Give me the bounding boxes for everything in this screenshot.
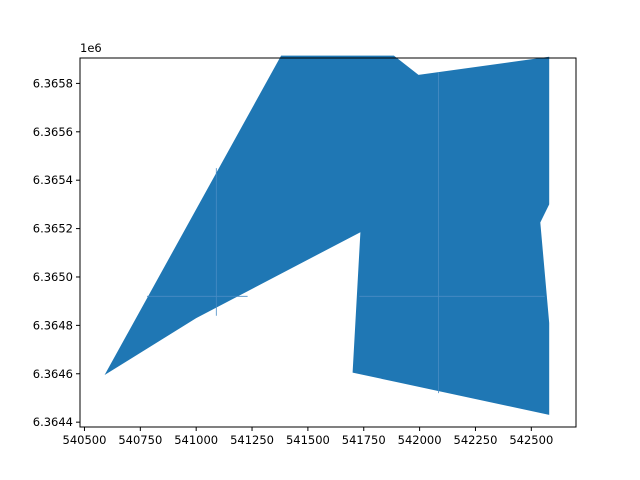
y-tick-label: 6.3656 (33, 125, 73, 139)
parcel-polygon (104, 55, 550, 415)
y-tick-label: 6.3652 (33, 222, 73, 236)
y-tick-label: 6.3654 (33, 173, 73, 187)
x-tick-label: 542500 (509, 433, 553, 447)
y-tick-label: 6.3646 (33, 367, 73, 381)
x-tick-label: 541750 (342, 433, 386, 447)
x-tick-label: 540500 (63, 433, 107, 447)
plot-area (104, 55, 550, 415)
x-tick-label: 540750 (118, 433, 162, 447)
axes: 540500 540750 541000 541250 541500 541750 5420… (33, 57, 577, 447)
y-tick-label: 6.3650 (33, 270, 73, 284)
y-offset-label: 1e6 (80, 41, 102, 55)
x-tick-label: 541500 (286, 433, 330, 447)
y-tick-label: 6.3644 (33, 415, 73, 429)
x-tick-label: 542250 (454, 433, 498, 447)
x-tick-label: 542000 (398, 433, 442, 447)
x-tick-label: 541250 (230, 433, 274, 447)
axes-frame (79, 57, 577, 428)
x-tick-label: 541000 (174, 433, 218, 447)
y-tick-label: 6.3658 (33, 76, 73, 90)
y-tick-label: 6.3648 (33, 318, 73, 332)
